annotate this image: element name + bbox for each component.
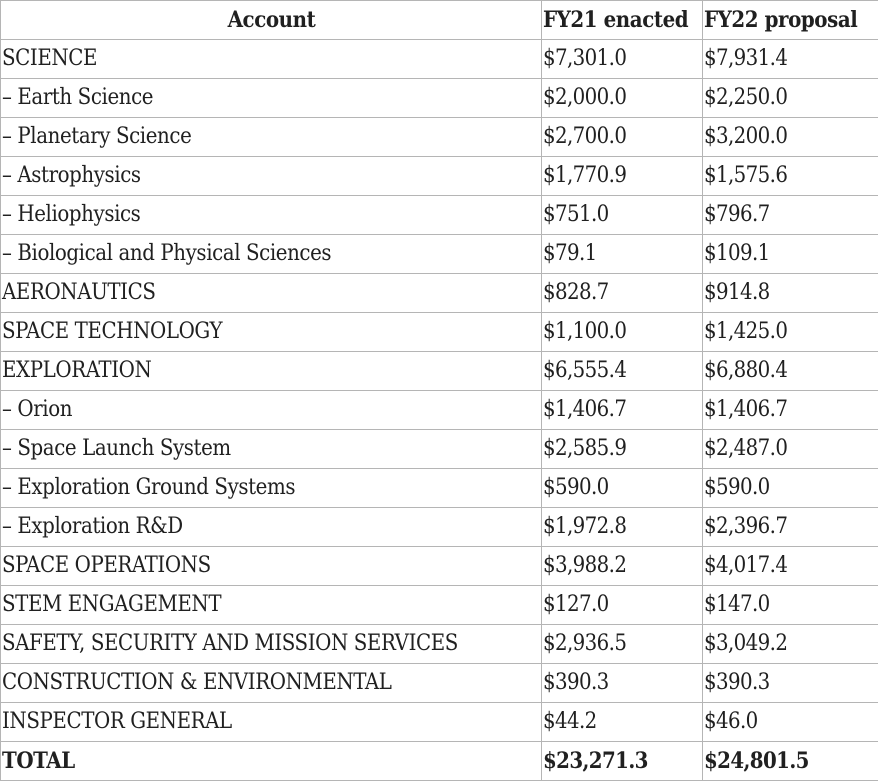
- fy21-cell: $1,972.8: [541, 507, 703, 547]
- fy21-cell: $2,936.5: [541, 624, 703, 664]
- fy22-cell: $1,406.7: [702, 390, 878, 430]
- fy21-cell: $1,406.7: [541, 390, 703, 430]
- table-row: – Planetary Science $2,700.0 $3,200.0: [0, 117, 878, 157]
- account-cell: – Planetary Science: [0, 117, 542, 157]
- table-row: – Exploration R&D $1,972.8 $2,396.7: [0, 507, 878, 547]
- total-label: TOTAL: [0, 741, 542, 781]
- fy21-cell: $2,700.0: [541, 117, 703, 157]
- account-cell: SPACE TECHNOLOGY: [0, 312, 542, 352]
- fy22-cell: $2,487.0: [702, 429, 878, 469]
- fy22-cell: $3,049.2: [702, 624, 878, 664]
- account-cell: EXPLORATION: [0, 351, 542, 391]
- fy21-cell: $751.0: [541, 195, 703, 235]
- account-cell: SPACE OPERATIONS: [0, 546, 542, 586]
- table-row: INSPECTOR GENERAL $44.2 $46.0: [0, 702, 878, 742]
- fy21-cell: $79.1: [541, 234, 703, 274]
- header-row: Account FY21 enacted FY22 proposal: [0, 0, 878, 40]
- fy22-cell: $46.0: [702, 702, 878, 742]
- fy22-cell: $390.3: [702, 663, 878, 703]
- account-cell: – Astrophysics: [0, 156, 542, 196]
- account-cell: – Heliophysics: [0, 195, 542, 235]
- fy22-cell: $2,250.0: [702, 78, 878, 118]
- table-row: – Earth Science $2,000.0 $2,250.0: [0, 78, 878, 118]
- table-row: – Orion $1,406.7 $1,406.7: [0, 390, 878, 430]
- fy22-cell: $914.8: [702, 273, 878, 313]
- table-row: SCIENCE $7,301.0 $7,931.4: [0, 39, 878, 79]
- fy22-cell: $590.0: [702, 468, 878, 508]
- fy21-cell: $44.2: [541, 702, 703, 742]
- account-cell: AERONAUTICS: [0, 273, 542, 313]
- fy21-cell: $127.0: [541, 585, 703, 625]
- account-cell: – Exploration Ground Systems: [0, 468, 542, 508]
- account-cell: – Space Launch System: [0, 429, 542, 469]
- table-row: SPACE OPERATIONS $3,988.2 $4,017.4: [0, 546, 878, 586]
- table-row: – Space Launch System $2,585.9 $2,487.0: [0, 429, 878, 469]
- fy21-cell: $1,770.9: [541, 156, 703, 196]
- account-cell: CONSTRUCTION & ENVIRONMENTAL: [0, 663, 542, 703]
- column-header-fy21: FY21 enacted: [541, 0, 703, 40]
- table-row: SPACE TECHNOLOGY $1,100.0 $1,425.0: [0, 312, 878, 352]
- account-cell: – Earth Science: [0, 78, 542, 118]
- fy22-cell: $1,575.6: [702, 156, 878, 196]
- fy22-cell: $3,200.0: [702, 117, 878, 157]
- fy21-cell: $7,301.0: [541, 39, 703, 79]
- total-fy21: $23,271.3: [541, 741, 703, 781]
- fy21-cell: $590.0: [541, 468, 703, 508]
- table-row: EXPLORATION $6,555.4 $6,880.4: [0, 351, 878, 391]
- fy22-cell: $4,017.4: [702, 546, 878, 586]
- fy21-cell: $3,988.2: [541, 546, 703, 586]
- fy22-cell: $147.0: [702, 585, 878, 625]
- fy22-cell: $6,880.4: [702, 351, 878, 391]
- fy22-cell: $2,396.7: [702, 507, 878, 547]
- account-cell: – Exploration R&D: [0, 507, 542, 547]
- table-row: – Heliophysics $751.0 $796.7: [0, 195, 878, 235]
- account-cell: INSPECTOR GENERAL: [0, 702, 542, 742]
- total-row: TOTAL $23,271.3 $24,801.5: [0, 741, 878, 781]
- table-row: – Biological and Physical Sciences $79.1…: [0, 234, 878, 274]
- account-cell: SCIENCE: [0, 39, 542, 79]
- account-cell: – Biological and Physical Sciences: [0, 234, 542, 274]
- fy22-cell: $7,931.4: [702, 39, 878, 79]
- fy21-cell: $2,585.9: [541, 429, 703, 469]
- table-row: – Exploration Ground Systems $590.0 $590…: [0, 468, 878, 508]
- account-cell: SAFETY, SECURITY AND MISSION SERVICES: [0, 624, 542, 664]
- account-cell: STEM ENGAGEMENT: [0, 585, 542, 625]
- account-cell: – Orion: [0, 390, 542, 430]
- table-row: AERONAUTICS $828.7 $914.8: [0, 273, 878, 313]
- fy21-cell: $6,555.4: [541, 351, 703, 391]
- table-row: CONSTRUCTION & ENVIRONMENTAL $390.3 $390…: [0, 663, 878, 703]
- column-header-account: Account: [0, 0, 542, 40]
- fy21-cell: $390.3: [541, 663, 703, 703]
- table-row: – Astrophysics $1,770.9 $1,575.6: [0, 156, 878, 196]
- fy22-cell: $109.1: [702, 234, 878, 274]
- column-header-fy22: FY22 proposal: [702, 0, 878, 40]
- fy21-cell: $2,000.0: [541, 78, 703, 118]
- fy22-cell: $796.7: [702, 195, 878, 235]
- fy22-cell: $1,425.0: [702, 312, 878, 352]
- fy21-cell: $1,100.0: [541, 312, 703, 352]
- table-row: SAFETY, SECURITY AND MISSION SERVICES $2…: [0, 624, 878, 664]
- total-fy22: $24,801.5: [702, 741, 878, 781]
- table-row: STEM ENGAGEMENT $127.0 $147.0: [0, 585, 878, 625]
- fy21-cell: $828.7: [541, 273, 703, 313]
